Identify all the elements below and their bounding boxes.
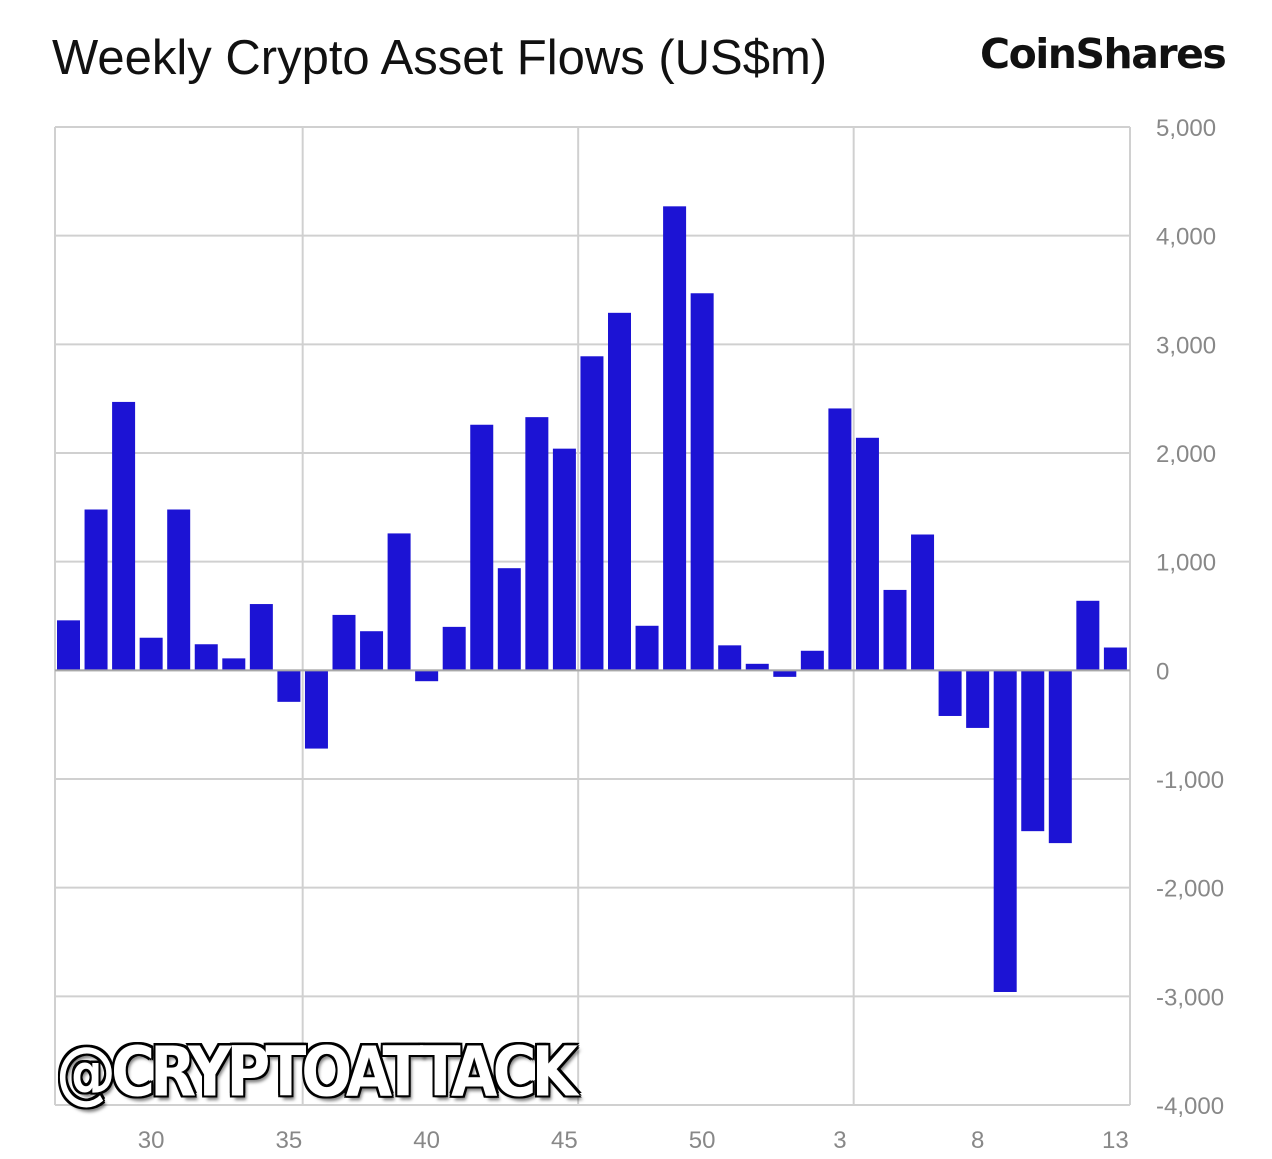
bar [360, 631, 384, 671]
bar [387, 533, 411, 671]
chart-title: Weekly Crypto Asset Flows (US$m) [52, 31, 828, 85]
y-tick-label: -3,000 [1156, 984, 1224, 1011]
bar [966, 670, 990, 728]
bar [828, 408, 852, 671]
bar [57, 620, 80, 671]
y-tick-label: 0 [1156, 658, 1169, 685]
bar [938, 670, 962, 716]
bar [608, 312, 631, 671]
y-tick-label: 3,000 [1156, 332, 1216, 359]
bar [1048, 670, 1072, 844]
watermark: @CRYPTOATTACK [56, 1032, 578, 1113]
bar [277, 670, 301, 702]
y-tick-label: 5,000 [1156, 115, 1216, 142]
bar [470, 424, 494, 671]
x-tick-label: 3 [833, 1127, 846, 1154]
bar [911, 534, 935, 671]
bar [663, 206, 687, 671]
x-tick-label: 40 [413, 1127, 440, 1154]
bar [139, 637, 163, 671]
bar [442, 626, 466, 671]
bar [304, 670, 328, 749]
brand-logo: CoinShares [980, 30, 1227, 78]
bar [415, 670, 439, 682]
bar [1076, 600, 1100, 671]
bar [1103, 647, 1127, 671]
x-tick-label: 35 [276, 1127, 303, 1154]
bar [773, 670, 797, 677]
x-tick-label: 50 [689, 1127, 716, 1154]
x-tick-label: 13 [1102, 1127, 1129, 1154]
bar [635, 625, 659, 671]
bar [800, 650, 824, 671]
bar [552, 448, 576, 671]
bar [84, 509, 108, 671]
bar [222, 658, 246, 671]
x-tick-label: 45 [551, 1127, 578, 1154]
x-tick-label: 8 [971, 1127, 984, 1154]
bar [525, 417, 549, 671]
bar [993, 670, 1017, 992]
bar [855, 437, 879, 671]
bar [332, 614, 356, 671]
y-tick-label: 4,000 [1156, 224, 1216, 251]
bar [745, 663, 769, 671]
bar [167, 509, 191, 671]
bar [249, 604, 273, 671]
y-axis: 5,000 4,000 3,000 2,000 1,000 0 -1,000 -2,000 -3… [1156, 115, 1224, 1120]
y-tick-label: -2,000 [1156, 876, 1224, 903]
y-tick-label: 1,000 [1156, 550, 1216, 577]
bar [690, 293, 714, 671]
bar [883, 589, 907, 671]
x-axis: 30 35 40 45 50 3 8 13 [138, 1127, 1129, 1154]
bar [718, 645, 742, 671]
bar [580, 356, 604, 671]
x-tick-label: 30 [138, 1127, 165, 1154]
bar [194, 644, 218, 671]
y-tick-label: 2,000 [1156, 441, 1216, 468]
y-tick-label: -1,000 [1156, 767, 1224, 794]
bars [57, 206, 1127, 992]
y-tick-label: -4,000 [1156, 1093, 1224, 1120]
bar [497, 568, 521, 671]
bar [112, 401, 136, 671]
bar [1021, 670, 1045, 832]
